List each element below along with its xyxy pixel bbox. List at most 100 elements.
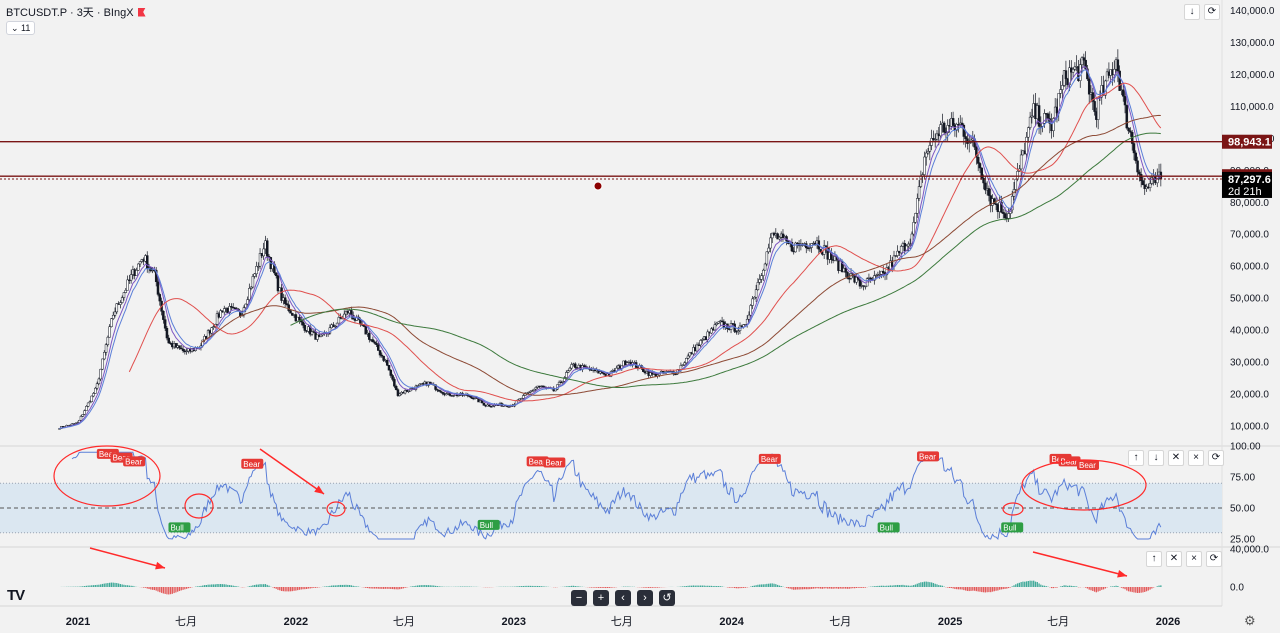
candle-body — [337, 317, 341, 324]
refresh-icon[interactable]: ⟳ — [1204, 4, 1220, 20]
candle-body — [522, 395, 525, 399]
candle-body — [570, 364, 573, 369]
candle-body — [790, 242, 794, 252]
candle-body — [1014, 178, 1018, 190]
candle-body — [181, 348, 185, 352]
candle-body — [1150, 177, 1154, 184]
bear-signal-text: Bear — [125, 457, 142, 466]
gear-icon[interactable]: ⚙ — [1244, 613, 1256, 628]
price-label-box — [1222, 134, 1272, 149]
trash-icon[interactable]: ✕ — [1168, 450, 1184, 466]
bull-signal-text: Bull — [170, 523, 184, 532]
candle-body — [926, 151, 930, 154]
candle-body — [894, 255, 898, 257]
candle-body — [531, 390, 534, 392]
candle-body — [180, 347, 183, 350]
arrow-up-icon[interactable]: ↑ — [1128, 450, 1144, 466]
candle-body — [573, 363, 577, 368]
collapse-icon[interactable]: × — [1188, 450, 1204, 466]
tradingview-logo-icon[interactable]: TV — [7, 587, 25, 604]
candle-body — [975, 146, 978, 158]
candle-body — [908, 243, 912, 245]
candle-body — [1136, 160, 1139, 173]
candle-body — [717, 321, 720, 324]
arrow-down-icon[interactable]: ↓ — [1184, 4, 1200, 20]
zoom-out-icon[interactable]: − — [571, 590, 587, 606]
zoom-in-icon[interactable]: + — [593, 590, 609, 606]
candle-body — [568, 367, 572, 372]
candle-body — [262, 248, 265, 257]
scroll-left-icon[interactable]: ‹ — [615, 590, 631, 606]
collapse-icon[interactable]: × — [1186, 551, 1202, 567]
rsi-tick-label: 75.00 — [1230, 473, 1255, 484]
symbol-line[interactable]: BTCUSDT.P · 3天 · BIngX — [6, 7, 134, 19]
annotation-arrow-shaft — [259, 448, 325, 495]
candle-body — [1121, 89, 1125, 97]
candle-body — [83, 410, 86, 415]
ma-red-line — [128, 82, 1162, 402]
arrow-up-icon[interactable]: ↑ — [1146, 551, 1162, 567]
candle-body — [391, 375, 394, 380]
candle-body — [720, 320, 724, 323]
rsi-line — [71, 451, 1162, 541]
y-tick-label: 10,000.0 — [1230, 422, 1269, 433]
macd-tick-label: 0.0 — [1230, 583, 1244, 594]
candle-body — [1113, 68, 1116, 76]
reset-icon[interactable]: ↺ — [659, 590, 675, 606]
candle-body — [935, 133, 939, 140]
macd-pane-controls: ↑ ✕ × ⟳ — [1146, 551, 1222, 567]
candle-body — [1084, 59, 1087, 70]
symbol-header[interactable]: BTCUSDT.P · 3天 · BIngX — [6, 4, 146, 20]
candle-body — [1059, 89, 1062, 94]
candle-body — [946, 125, 949, 133]
candle-body — [967, 142, 971, 144]
flag-icon[interactable] — [137, 7, 146, 17]
candle-body — [914, 213, 917, 223]
candle-body — [808, 247, 812, 249]
candle-body — [212, 326, 215, 328]
refresh-icon[interactable]: ⟳ — [1208, 450, 1224, 466]
candle-body — [1134, 152, 1138, 162]
candle-body — [378, 350, 382, 356]
candle-body — [274, 272, 278, 277]
bear-signal-badge — [526, 456, 549, 467]
candle-body — [387, 365, 391, 371]
candle-body — [769, 237, 772, 249]
bear-signal-badge — [917, 451, 940, 462]
candle-body — [371, 339, 375, 343]
candle-body — [334, 326, 337, 328]
candle-body — [316, 334, 319, 340]
candle-body — [244, 303, 247, 308]
candle-body — [1080, 57, 1084, 65]
x-tick-label: 七月 — [829, 615, 851, 628]
candle-body — [215, 313, 219, 325]
candle-body — [602, 373, 606, 375]
candle-body — [907, 243, 910, 247]
candle-body — [1105, 71, 1109, 82]
candle-body — [122, 292, 126, 298]
trash-icon[interactable]: ✕ — [1166, 551, 1182, 567]
candle-body — [1096, 97, 1100, 120]
candle-body — [942, 122, 946, 133]
candle-body — [1125, 104, 1129, 129]
candle-body — [1028, 116, 1032, 128]
candle-body — [869, 277, 872, 280]
candle-body — [86, 402, 90, 407]
candle-body — [283, 297, 287, 304]
candle-body — [1127, 127, 1130, 132]
candle-body — [104, 344, 108, 353]
scroll-right-icon[interactable]: › — [637, 590, 653, 606]
candle-body — [368, 332, 371, 340]
refresh-icon[interactable]: ⟳ — [1206, 551, 1222, 567]
arrow-down-icon[interactable]: ↓ — [1148, 450, 1164, 466]
candle-body — [685, 358, 688, 364]
x-tick-label: 七月 — [611, 615, 633, 628]
candle-body — [418, 383, 421, 386]
indicator-toggle[interactable]: ⌄ 11 — [6, 21, 36, 35]
candle-body — [124, 289, 128, 293]
annotation-arrow-head — [155, 561, 165, 570]
candle-body — [933, 138, 937, 141]
candle-body — [319, 334, 323, 337]
x-tick-label: 2026 — [1156, 616, 1180, 628]
